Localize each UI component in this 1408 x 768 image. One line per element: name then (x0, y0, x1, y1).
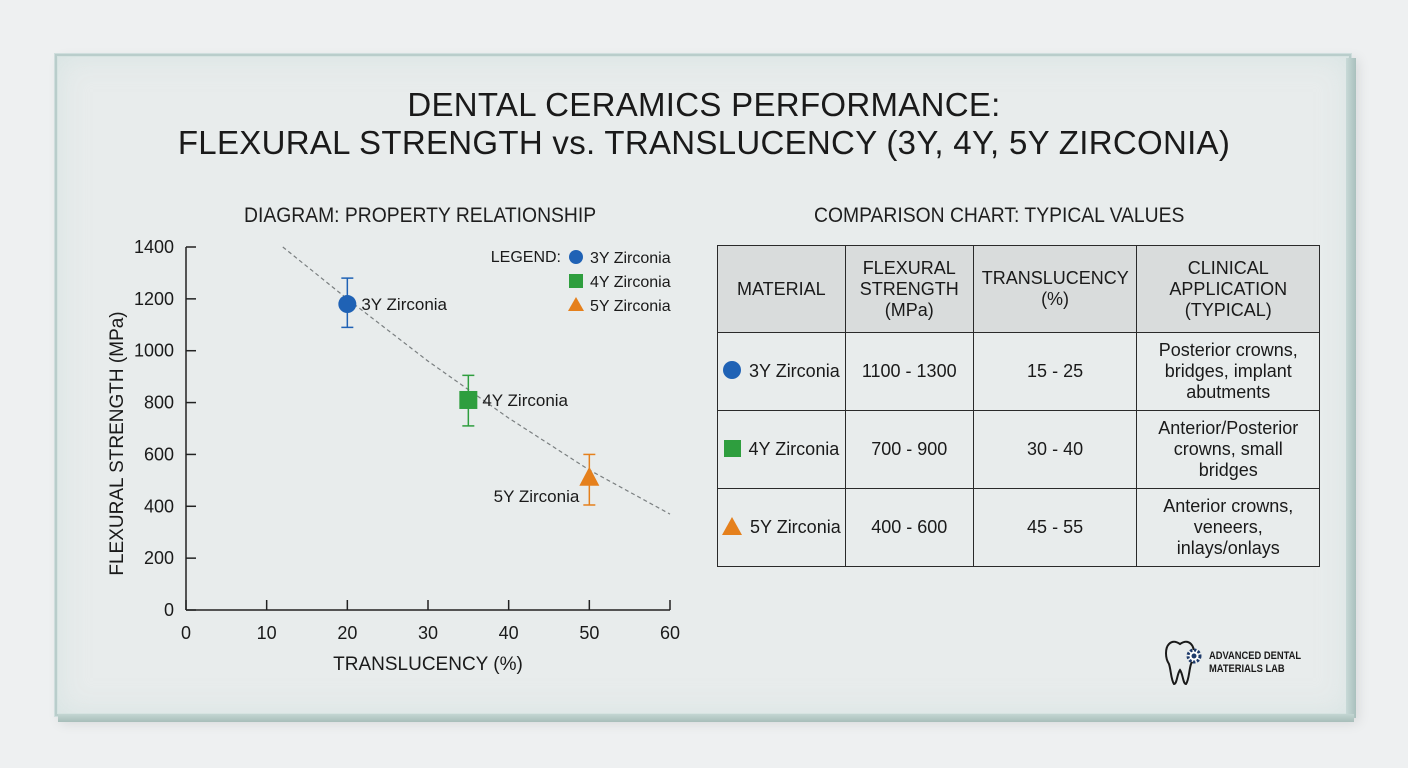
table-row: 5Y Zirconia 400 - 600 45 - 55 Anterior c… (717, 488, 1321, 567)
glass-edge-bottom (58, 714, 1354, 722)
x-tick-label: 40 (499, 623, 519, 643)
y-axis-title: FLEXURAL STRENGTH (MPa) (107, 311, 128, 575)
header-material: MATERIAL (717, 245, 846, 333)
material-label: 3Y Zirconia (749, 361, 840, 381)
x-axis-title: TRANSLUCENCY (%) (333, 654, 523, 675)
table-row: 4Y Zirconia 700 - 900 30 - 40 Anterior/P… (717, 410, 1321, 489)
y-tick-label: 1000 (134, 341, 174, 361)
material-label: 5Y Zirconia (750, 517, 841, 537)
legend-entry: 5Y Zirconia (590, 298, 671, 315)
y-tick-label: 200 (144, 548, 174, 568)
circle-marker-icon (723, 361, 741, 379)
cell-application: Posterior crowns, bridges, implant abutm… (1136, 332, 1321, 411)
data-point-3y (338, 295, 357, 314)
lab-logo-line1: ADVANCED DENTAL (1209, 650, 1302, 662)
x-tick-label: 30 (418, 623, 438, 643)
header-strength: FLEXURAL STRENGTH (MPa) (844, 245, 974, 333)
lab-logo-line2: MATERIALS LAB (1209, 663, 1285, 675)
cell-strength: 700 - 900 (844, 410, 974, 489)
x-tick-label: 60 (660, 623, 680, 643)
cell-translucency: 30 - 40 (972, 410, 1138, 489)
y-tick-label: 1400 (134, 237, 174, 257)
glass-edge-right (1346, 58, 1356, 718)
cell-material: 3Y Zirconia (717, 332, 846, 411)
point-label: 4Y Zirconia (482, 391, 568, 410)
tooth-gear-icon (1165, 640, 1202, 686)
legend-marker-4y (569, 274, 583, 288)
cell-material: 4Y Zirconia (717, 410, 846, 489)
page-title-line1: DENTAL CERAMICS PERFORMANCE: (407, 86, 1001, 123)
point-label: 5Y Zirconia (494, 487, 580, 506)
x-tick-label: 50 (579, 623, 599, 643)
page-title-line2: FLEXURAL STRENGTH vs. TRANSLUCENCY (3Y, … (177, 124, 1231, 161)
header-translucency: TRANSLUCENCY (%) (972, 245, 1138, 333)
cell-translucency: 15 - 25 (972, 332, 1138, 411)
cell-strength: 400 - 600 (844, 488, 974, 567)
header-application: CLINICAL APPLICATION (TYPICAL) (1136, 245, 1321, 333)
material-label: 4Y Zirconia (748, 439, 840, 459)
legend-marker-3y (569, 250, 583, 264)
point-label: 3Y Zirconia (361, 295, 447, 314)
square-marker-icon (723, 440, 741, 457)
y-tick-label: 600 (144, 444, 174, 464)
x-tick-label: 20 (337, 623, 357, 643)
cell-material: 5Y Zirconia (717, 488, 846, 567)
legend-title: LEGEND: (491, 249, 561, 266)
triangle-marker-icon (722, 517, 742, 535)
data-point-4y (459, 390, 478, 409)
table-row: 3Y Zirconia 1100 - 1300 15 - 25 Posterio… (717, 332, 1321, 411)
legend-marker-5y (568, 297, 584, 311)
cell-application: Anterior/Posterior crowns, small bridges (1136, 410, 1321, 489)
x-tick-label: 10 (257, 623, 277, 643)
comparison-table: MATERIAL FLEXURAL STRENGTH (MPa) TRANSLU… (717, 245, 1321, 567)
table-header-row: MATERIAL FLEXURAL STRENGTH (MPa) TRANSLU… (717, 245, 1321, 333)
legend-entry: 3Y Zirconia (590, 250, 671, 267)
y-tick-label: 400 (144, 496, 174, 516)
lab-logo-text: ADVANCED DENTAL MATERIALS LAB (1209, 650, 1301, 676)
legend-entry: 4Y Zirconia (590, 274, 671, 291)
cell-translucency: 45 - 55 (972, 488, 1138, 567)
x-tick-label: 0 (181, 623, 191, 643)
y-tick-label: 1200 (134, 289, 174, 309)
diagram-subtitle: DIAGRAM: PROPERTY RELATIONSHIP (244, 204, 597, 227)
y-tick-label: 800 (144, 393, 174, 413)
data-point-5y (579, 466, 600, 486)
cell-application: Anterior crowns, veneers, inlays/onlays (1136, 488, 1321, 567)
y-tick-label: 0 (164, 600, 174, 620)
table-subtitle: COMPARISON CHART: TYPICAL VALUES (814, 204, 1185, 227)
cell-strength: 1100 - 1300 (844, 332, 974, 411)
